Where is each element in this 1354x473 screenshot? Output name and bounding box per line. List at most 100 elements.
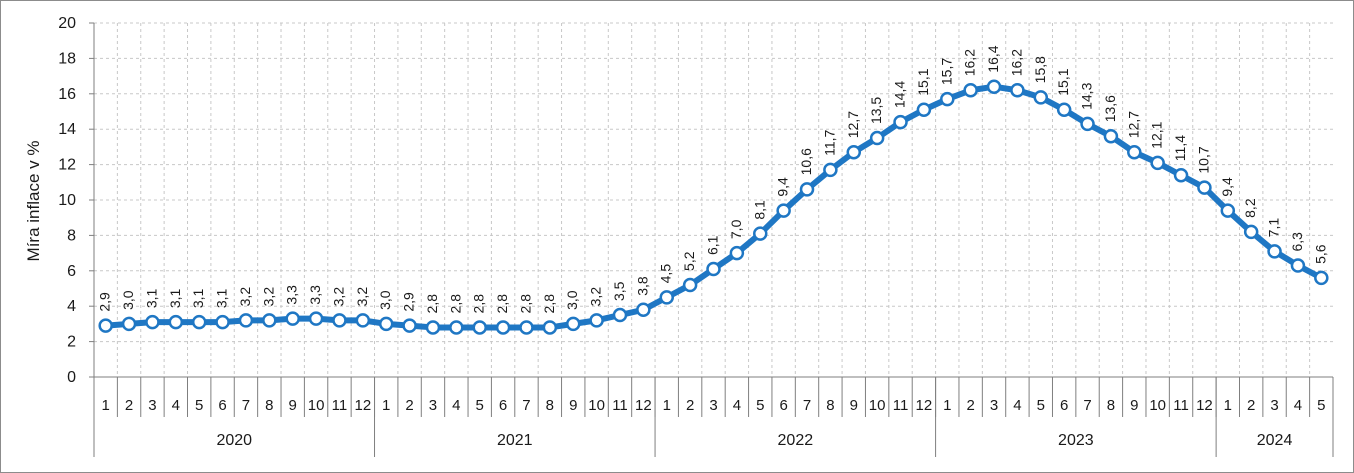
x-month-label: 4 xyxy=(733,397,741,414)
y-tick-label: 0 xyxy=(67,369,76,386)
data-label: 13,5 xyxy=(868,97,884,124)
x-month-label: 7 xyxy=(522,397,530,414)
x-month-label: 2 xyxy=(1247,397,1255,414)
y-tick-label: 8 xyxy=(67,227,76,244)
x-month-label: 8 xyxy=(265,397,273,414)
x-month-label: 12 xyxy=(635,397,652,414)
data-point xyxy=(823,162,838,178)
y-tick-label: 12 xyxy=(58,157,76,174)
y-tick-label: 10 xyxy=(58,192,76,209)
data-label: 2,8 xyxy=(494,294,510,314)
x-month-label: 4 xyxy=(172,397,180,414)
data-point xyxy=(776,203,791,218)
x-month-label: 10 xyxy=(308,397,325,414)
data-label: 8,1 xyxy=(751,200,767,220)
x-month-label: 4 xyxy=(452,397,460,414)
x-month-label: 11 xyxy=(1173,397,1189,414)
x-month-label: 3 xyxy=(429,397,437,414)
data-label: 12,1 xyxy=(1149,121,1165,148)
data-label: 8,2 xyxy=(1242,198,1258,218)
data-label: 3,1 xyxy=(143,288,159,308)
data-point xyxy=(682,277,698,293)
data-point xyxy=(378,316,394,332)
x-month-label: 9 xyxy=(1130,397,1138,414)
data-label: 16,2 xyxy=(962,49,978,76)
x-month-label: 2 xyxy=(966,397,974,414)
x-month-label: 8 xyxy=(826,397,834,414)
x-month-label: 10 xyxy=(869,397,886,414)
data-point xyxy=(893,114,908,130)
data-point xyxy=(1290,258,1306,273)
x-month-label: 9 xyxy=(289,397,297,414)
data-point xyxy=(636,302,651,317)
data-label: 14,4 xyxy=(892,81,908,108)
data-point xyxy=(1173,167,1189,183)
data-label: 3,2 xyxy=(354,287,370,307)
data-point xyxy=(565,316,581,332)
y-tick-label: 20 xyxy=(58,15,76,32)
data-label: 16,2 xyxy=(1008,49,1024,76)
data-point xyxy=(1127,144,1142,160)
x-month-label: 2 xyxy=(686,397,694,414)
y-tick-label: 16 xyxy=(58,86,76,103)
data-label: 13,6 xyxy=(1102,95,1118,122)
x-month-label: 1 xyxy=(663,397,671,414)
data-point xyxy=(121,316,137,332)
data-label: 3,2 xyxy=(588,287,604,307)
x-month-label: 3 xyxy=(709,397,717,414)
data-point xyxy=(285,311,300,326)
data-point xyxy=(98,318,113,333)
data-label: 9,4 xyxy=(775,177,791,197)
data-point xyxy=(191,314,207,330)
x-month-label: 1 xyxy=(382,397,390,414)
data-point xyxy=(1056,102,1072,117)
x-month-label: 5 xyxy=(195,397,203,414)
x-month-label: 11 xyxy=(332,397,348,414)
data-label: 15,8 xyxy=(1032,56,1048,83)
x-year-label: 2021 xyxy=(497,432,533,449)
x-year-label: 2024 xyxy=(1257,432,1293,449)
data-label: 15,1 xyxy=(915,68,931,95)
data-label: 2,8 xyxy=(541,294,557,314)
data-label: 6,3 xyxy=(1289,232,1305,252)
data-labels: 2,9 3,0 3,1 3,1 3,1 3,1 3,2 3,2 3,3 3,3 3,2 3,2 3,0 2… xyxy=(97,45,1329,313)
data-point xyxy=(1033,90,1049,105)
x-month-label: 6 xyxy=(779,397,787,414)
data-point xyxy=(145,314,160,330)
x-month-label: 1 xyxy=(102,397,110,414)
data-label: 2,9 xyxy=(97,292,113,312)
x-year-label: 2022 xyxy=(778,432,814,449)
x-month-label: 3 xyxy=(1270,397,1278,414)
data-point xyxy=(1080,116,1095,132)
x-year-label: 2020 xyxy=(216,432,252,449)
data-point xyxy=(940,91,955,107)
x-month-label: 6 xyxy=(1060,397,1068,414)
data-point xyxy=(1243,224,1259,240)
x-month-label: 1 xyxy=(943,397,951,414)
data-point xyxy=(1314,270,1329,286)
x-month-label: 2 xyxy=(125,397,133,414)
data-label: 15,7 xyxy=(938,58,954,85)
data-point xyxy=(472,320,487,335)
data-point xyxy=(846,144,862,160)
x-month-label: 1 xyxy=(1224,397,1232,414)
data-point xyxy=(449,320,464,335)
gridlines xyxy=(94,22,1333,377)
y-tick-label: 14 xyxy=(58,121,76,138)
x-month-label: 12 xyxy=(916,397,933,414)
data-label: 9,4 xyxy=(1219,177,1235,197)
data-point xyxy=(799,182,815,197)
data-label: 7,1 xyxy=(1266,218,1282,238)
data-label: 3,0 xyxy=(564,290,580,310)
data-point xyxy=(519,320,534,335)
data-label: 14,3 xyxy=(1079,82,1095,109)
data-point xyxy=(355,313,371,328)
x-month-label: 4 xyxy=(1013,397,1021,414)
data-label: 6,1 xyxy=(705,235,721,255)
data-point xyxy=(1010,83,1025,98)
x-month-label: 7 xyxy=(1083,397,1091,414)
data-point xyxy=(262,313,277,328)
